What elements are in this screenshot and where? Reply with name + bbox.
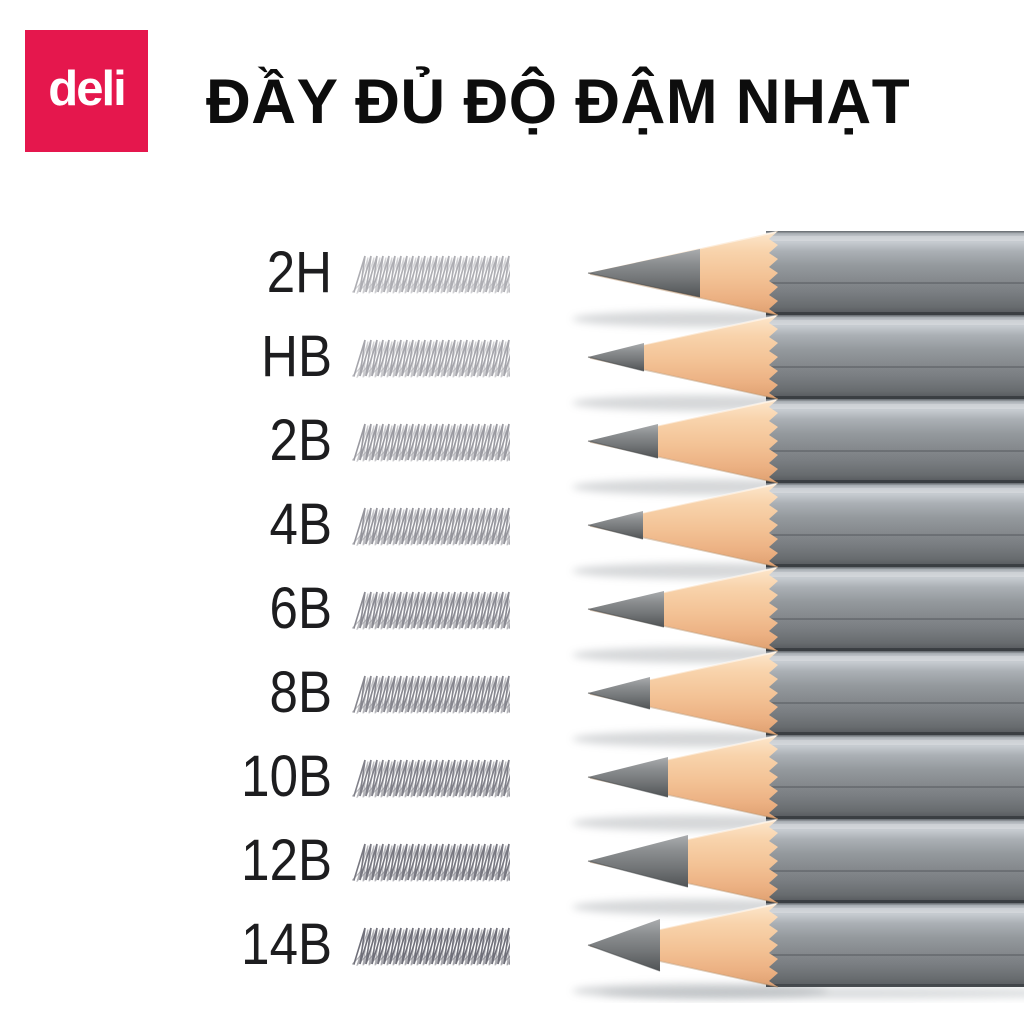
pencil-stack-shadow <box>600 987 1024 999</box>
pencil-graphite-tip <box>588 919 660 971</box>
pencil <box>572 819 1024 915</box>
grade-row: 2H <box>0 231 560 315</box>
pencil-graphite-tip <box>588 677 650 709</box>
pencil-graphite-tip <box>588 757 668 797</box>
pencil-stroke-swatch <box>352 927 510 967</box>
grade-label: 14B <box>241 912 332 977</box>
pencil-graphite-tip <box>588 343 644 371</box>
grade-row: 12B <box>0 819 560 903</box>
grade-row: 14B <box>0 903 560 987</box>
deli-logo-text: deli <box>48 61 126 116</box>
pencil <box>572 567 1024 663</box>
pencil-graphite-tip <box>588 424 658 458</box>
pencil-graphite-tip <box>588 249 700 297</box>
pencil-stroke-swatch <box>352 675 510 715</box>
pencil-stack <box>550 225 1024 1003</box>
page-title: ĐẦY ĐỦ ĐỘ ĐẬM NHẠT <box>206 67 911 137</box>
grade-row: HB <box>0 315 560 399</box>
pencil <box>572 651 1024 747</box>
grade-row: 4B <box>0 483 560 567</box>
pencil-stroke-swatch <box>352 255 510 295</box>
pencil <box>572 399 1024 495</box>
grade-label: 8B <box>269 660 332 725</box>
pencil-graphite-tip <box>588 591 664 627</box>
pencil <box>572 315 1024 411</box>
grade-label: 10B <box>241 744 332 809</box>
pencil <box>572 903 1024 999</box>
grade-label: 2H <box>266 240 332 305</box>
grade-label: 4B <box>269 492 332 557</box>
grade-label: HB <box>261 324 332 389</box>
pencil-stroke-swatch <box>352 759 510 799</box>
grade-row: 10B <box>0 735 560 819</box>
pencil <box>572 735 1024 831</box>
grade-label: 2B <box>269 408 332 473</box>
pencil-stroke-swatch <box>352 843 510 883</box>
pencil-stroke-swatch <box>352 339 510 379</box>
deli-logo: deli <box>25 30 148 152</box>
grade-rows: 2H HB 2B 4B 6B 8B 10B 12B <box>0 231 560 987</box>
pencil-graphite-tip <box>588 511 643 539</box>
grade-row: 2B <box>0 399 560 483</box>
grade-label: 6B <box>269 576 332 641</box>
grade-label: 12B <box>241 828 332 893</box>
pencil-graphite-tip <box>588 835 688 887</box>
pencil-stroke-swatch <box>352 507 510 547</box>
grade-row: 6B <box>0 567 560 651</box>
pencil <box>572 483 1024 579</box>
pencil <box>572 231 1024 327</box>
pencil-stroke-swatch <box>352 591 510 631</box>
pencil-stroke-swatch <box>352 423 510 463</box>
grade-row: 8B <box>0 651 560 735</box>
